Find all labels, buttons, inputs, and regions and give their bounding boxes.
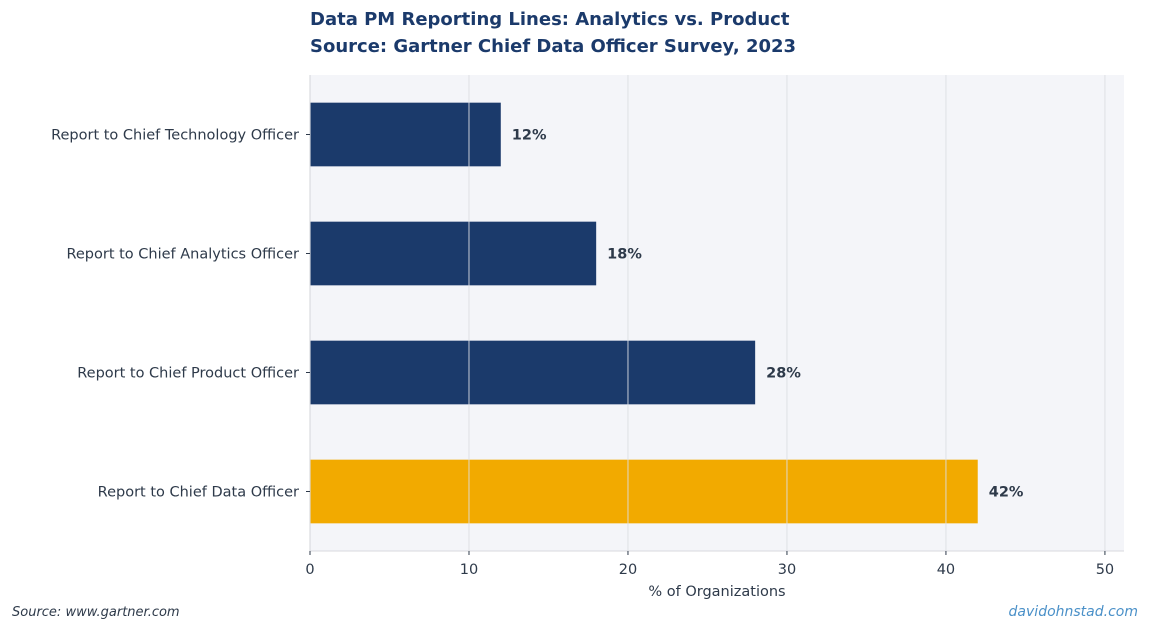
bar	[310, 459, 978, 524]
x-tick-label: 20	[619, 562, 637, 578]
category-label: Report to Chief Product Officer	[77, 366, 299, 382]
x-axis-label: % of Organizations	[648, 584, 785, 600]
bar	[310, 221, 597, 286]
category-label: Report to Chief Analytics Officer	[66, 247, 299, 263]
source-note: Source: www.gartner.com	[12, 605, 180, 620]
x-tick-label: 50	[1096, 562, 1114, 578]
watermark: davidohnstad.com	[1008, 604, 1138, 620]
chart-title: Data PM Reporting Lines: Analytics vs. P…	[310, 9, 790, 30]
bar	[310, 102, 501, 167]
x-tick-label: 0	[305, 562, 314, 578]
x-tick-label: 30	[778, 562, 796, 578]
data-label: 12%	[512, 128, 547, 144]
x-tick-label: 40	[937, 562, 955, 578]
category-label: Report to Chief Technology Officer	[51, 128, 299, 144]
chart-subtitle: Source: Gartner Chief Data Officer Surve…	[310, 36, 797, 57]
data-label: 42%	[989, 485, 1024, 501]
category-label: Report to Chief Data Officer	[98, 485, 299, 501]
x-tick-label: 10	[460, 562, 478, 578]
data-label: 28%	[766, 366, 801, 382]
bar	[310, 340, 756, 405]
data-label: 18%	[607, 247, 642, 263]
